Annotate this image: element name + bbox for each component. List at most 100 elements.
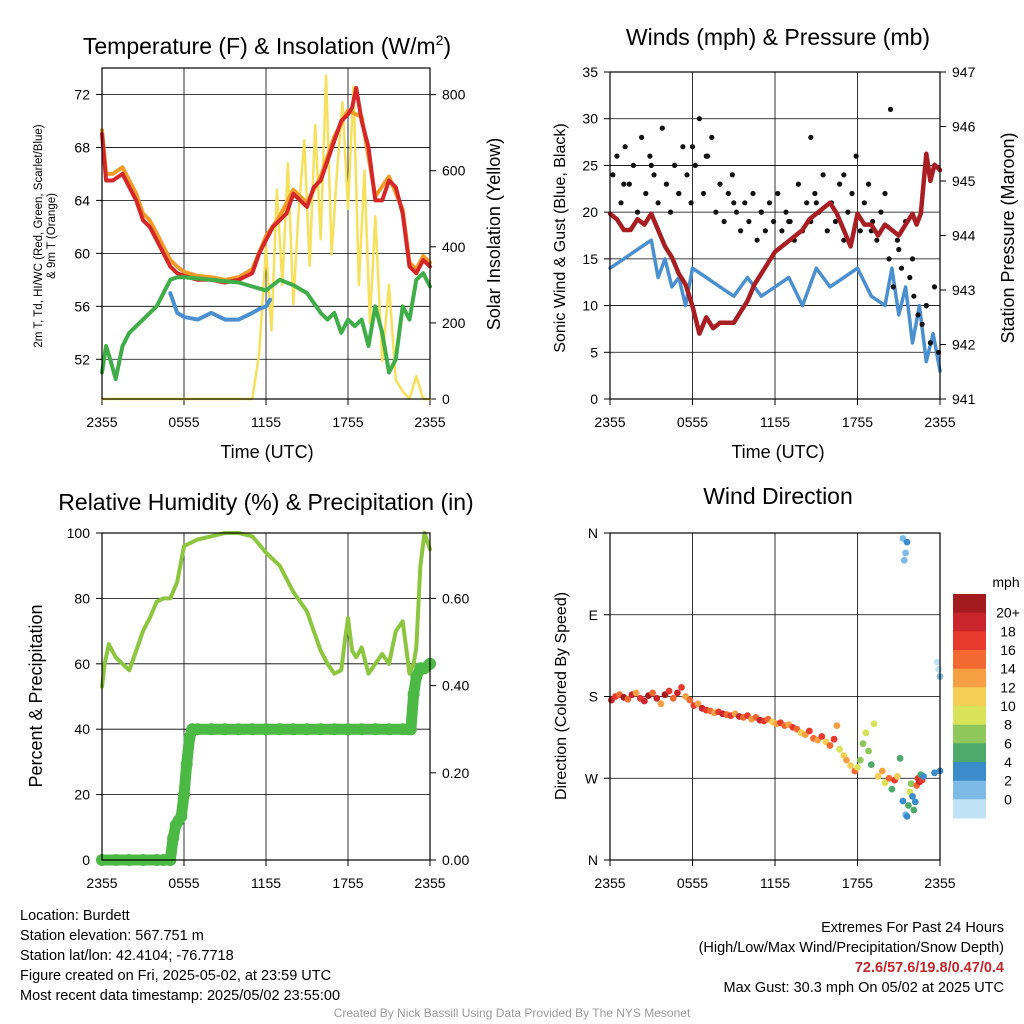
gust-point xyxy=(647,153,653,159)
y-axis-label-line: 2m T, Td, HI/WC (Red, Green, Scarlet/Blu… xyxy=(33,124,45,347)
gust-point xyxy=(779,228,785,234)
panel-title: Wind Direction xyxy=(703,483,853,509)
gust-point xyxy=(931,284,938,290)
gust-point xyxy=(672,162,678,168)
colorbar-swatch xyxy=(953,612,986,632)
gust-point xyxy=(626,181,632,187)
direction-point xyxy=(836,745,843,753)
direction-point xyxy=(694,700,702,708)
gust-point xyxy=(832,218,839,225)
gust-point xyxy=(771,218,777,225)
precip-point xyxy=(175,810,188,823)
y-tick-label: N xyxy=(588,852,598,868)
y-axis-label-line: & 9m T (Orange) xyxy=(46,193,58,279)
y2-tick-label: 200 xyxy=(442,315,466,331)
gust-point xyxy=(915,312,921,318)
direction-point xyxy=(826,742,834,749)
y-tick-label: 56 xyxy=(74,298,90,314)
panel-border xyxy=(101,67,431,400)
x-tick-label: 2355 xyxy=(924,414,955,430)
gust-point xyxy=(618,200,624,206)
gust-point xyxy=(738,228,744,234)
gust-point xyxy=(648,162,654,168)
gust-point xyxy=(684,172,690,178)
y-tick-label: N xyxy=(588,525,598,541)
y-tick-label: 15 xyxy=(582,251,598,267)
direction-point xyxy=(830,735,838,743)
direction-point xyxy=(665,687,673,695)
x-axis-label: Time (UTC) xyxy=(220,442,313,462)
gust-point xyxy=(700,190,707,197)
direction-point xyxy=(896,754,904,762)
direction-point xyxy=(881,779,889,787)
gust-point xyxy=(886,256,892,262)
colorbar-title: mph xyxy=(992,574,1019,590)
direction-point xyxy=(686,696,694,704)
gust-point xyxy=(622,144,628,150)
y2-tick-label: 800 xyxy=(442,87,466,103)
direction-point xyxy=(649,689,656,697)
colorbar-swatch xyxy=(953,743,986,763)
gust-point xyxy=(692,162,698,168)
y2-axis-label: Solar Insolation (Yellow) xyxy=(484,138,504,330)
y-tick-label: E xyxy=(589,607,598,623)
panel-title: Winds (mph) & Pressure (mb) xyxy=(626,24,930,50)
direction-point xyxy=(632,689,640,697)
gust-point xyxy=(746,218,752,225)
x-tick-label: 2355 xyxy=(924,875,955,891)
gust-point xyxy=(731,200,737,206)
precip-point xyxy=(355,723,368,736)
gust-point xyxy=(878,209,884,215)
direction-point xyxy=(806,727,813,735)
direction-point xyxy=(854,764,861,771)
gust-point xyxy=(786,218,792,225)
extremes-values: 72.6/57.6/19.8/0.47/0.4 xyxy=(854,960,1004,976)
direction-point xyxy=(903,538,911,546)
direction-point xyxy=(653,694,661,702)
precip-point xyxy=(246,723,259,736)
x-tick-label: 1755 xyxy=(842,414,873,430)
gust-point xyxy=(729,172,736,178)
direction-point xyxy=(905,802,912,809)
colorbar-swatch xyxy=(953,687,986,707)
panel-title-main: Temperature (F) & Insolation (W/m xyxy=(83,33,436,59)
y-axis-label: 2m T, Td, HI/WC (Red, Green, Scarlet/Blu… xyxy=(33,124,58,347)
panel-title: Temperature (F) & Insolation (W/m2) xyxy=(83,32,451,59)
colorbar-swatch xyxy=(953,594,986,614)
y-tick-label: 20 xyxy=(74,787,90,803)
panel-title-end: ) xyxy=(443,33,451,59)
precip-point xyxy=(167,832,180,845)
gust-point xyxy=(874,237,880,243)
recent-timestamp: Most recent data timestamp: 2025/05/02 2… xyxy=(20,988,341,1004)
y2-tick-label: 400 xyxy=(442,239,466,255)
colorbar-swatch xyxy=(953,780,986,800)
x-tick-label: 2355 xyxy=(86,414,117,430)
precip-point xyxy=(205,723,218,736)
direction-point xyxy=(870,720,878,728)
series-rh xyxy=(100,531,432,689)
direction-point xyxy=(907,780,915,788)
gust-point xyxy=(813,200,819,206)
y-axis-label: Sonic Wind & Gust (Blue, Black) xyxy=(552,123,569,352)
gust-point xyxy=(841,172,847,178)
gust-point xyxy=(703,153,709,159)
station-location: Location: Burdett xyxy=(20,908,130,924)
colorbar-label: 2 xyxy=(1004,773,1012,789)
y2-tick-label: 946 xyxy=(952,119,976,135)
colorbar-swatch xyxy=(953,799,986,819)
gust-point xyxy=(634,209,641,215)
station-latlon: Station lat/lon: 42.4104; -76.7718 xyxy=(20,948,234,964)
x-tick-label: 0555 xyxy=(168,414,199,430)
direction-point xyxy=(935,665,942,673)
direction-point xyxy=(931,769,938,777)
direction-point xyxy=(867,761,875,768)
precip-point xyxy=(180,758,193,771)
max-gust: Max Gust: 30.3 mph On 05/02 at 2025 UTC xyxy=(723,980,1004,996)
x-tick-label: 1755 xyxy=(332,414,363,430)
gust-point xyxy=(853,153,859,159)
x-axis-label: Time (UTC) xyxy=(731,442,824,462)
gust-point xyxy=(775,190,781,197)
colorbar-swatch xyxy=(953,762,986,782)
y2-tick-label: 0.40 xyxy=(442,678,469,694)
